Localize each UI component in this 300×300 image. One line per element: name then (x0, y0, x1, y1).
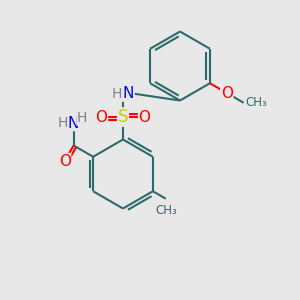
Text: O: O (221, 85, 233, 100)
Text: H: H (58, 116, 68, 130)
Text: CH₃: CH₃ (245, 96, 267, 109)
Text: N: N (68, 116, 79, 130)
Text: O: O (95, 110, 107, 124)
Text: O: O (139, 110, 151, 124)
Text: H: H (111, 87, 122, 100)
Text: CH₃: CH₃ (155, 204, 177, 217)
Text: S: S (118, 108, 128, 126)
Text: H: H (76, 112, 87, 125)
Text: O: O (58, 154, 70, 169)
Text: N: N (123, 86, 134, 101)
